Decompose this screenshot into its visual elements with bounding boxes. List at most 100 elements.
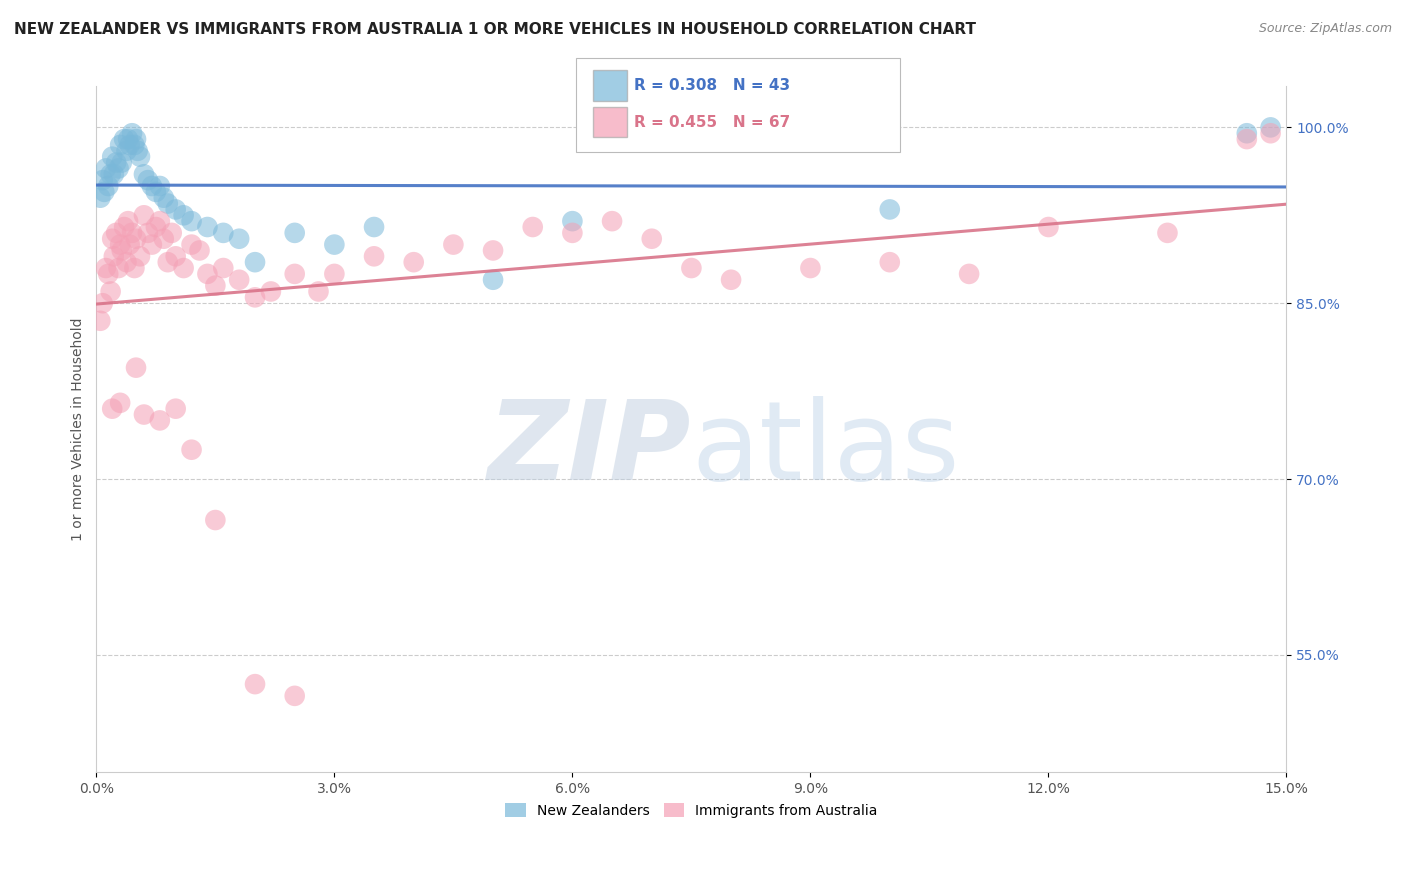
Point xyxy=(124,138,146,153)
Point xyxy=(402,255,425,269)
Point xyxy=(149,214,172,228)
Point xyxy=(124,260,146,275)
Point xyxy=(125,360,148,375)
Point xyxy=(101,150,124,164)
Point xyxy=(118,237,141,252)
Point xyxy=(165,249,187,263)
Point xyxy=(284,689,307,703)
Point xyxy=(1236,132,1258,146)
Legend: New Zealanders, Immigrants from Australia: New Zealanders, Immigrants from Australi… xyxy=(499,797,883,823)
Point xyxy=(117,214,139,228)
Point xyxy=(879,202,901,217)
Point xyxy=(108,396,131,410)
Point xyxy=(132,167,155,181)
Point xyxy=(284,226,307,240)
Point xyxy=(132,208,155,222)
Point xyxy=(93,185,115,199)
Point xyxy=(152,232,174,246)
Point xyxy=(145,219,167,234)
Point xyxy=(121,126,143,140)
Text: R = 0.455   N = 67: R = 0.455 N = 67 xyxy=(634,115,790,129)
Point xyxy=(111,244,134,258)
Point xyxy=(127,144,149,158)
Text: ZIP: ZIP xyxy=(488,396,692,503)
Point xyxy=(141,237,163,252)
Point xyxy=(121,226,143,240)
Point xyxy=(129,150,152,164)
Point xyxy=(363,249,385,263)
Point xyxy=(97,179,120,194)
Point xyxy=(103,167,125,181)
Text: NEW ZEALANDER VS IMMIGRANTS FROM AUSTRALIA 1 OR MORE VEHICLES IN HOUSEHOLD CORRE: NEW ZEALANDER VS IMMIGRANTS FROM AUSTRAL… xyxy=(14,22,976,37)
Point xyxy=(243,677,266,691)
Point xyxy=(152,191,174,205)
Point xyxy=(149,413,172,427)
Point xyxy=(132,408,155,422)
Point xyxy=(1038,219,1060,234)
Point xyxy=(97,267,120,281)
Point xyxy=(89,191,111,205)
Point xyxy=(204,278,226,293)
Point xyxy=(173,208,195,222)
Point xyxy=(136,226,159,240)
Point xyxy=(204,513,226,527)
Point xyxy=(105,155,128,169)
Text: atlas: atlas xyxy=(692,396,960,503)
Point xyxy=(323,237,346,252)
Point xyxy=(100,167,122,181)
Text: R = 0.308   N = 43: R = 0.308 N = 43 xyxy=(634,78,790,93)
Point xyxy=(561,214,583,228)
Point xyxy=(1260,120,1282,135)
Point xyxy=(308,285,330,299)
Text: Source: ZipAtlas.com: Source: ZipAtlas.com xyxy=(1258,22,1392,36)
Point xyxy=(112,132,135,146)
Point xyxy=(112,219,135,234)
Point xyxy=(149,179,172,194)
Point xyxy=(115,255,138,269)
Point xyxy=(107,161,129,176)
Point xyxy=(522,219,544,234)
Point xyxy=(188,244,211,258)
Point xyxy=(89,314,111,328)
Point xyxy=(94,260,117,275)
Point xyxy=(115,144,138,158)
Point xyxy=(243,290,266,304)
Point xyxy=(94,161,117,176)
Point xyxy=(720,273,742,287)
Point xyxy=(173,260,195,275)
Point xyxy=(108,237,131,252)
Point xyxy=(91,296,114,310)
Y-axis label: 1 or more Vehicles in Household: 1 or more Vehicles in Household xyxy=(72,318,86,541)
Point xyxy=(260,285,283,299)
Point xyxy=(125,132,148,146)
Point xyxy=(1156,226,1178,240)
Point xyxy=(180,214,202,228)
Point xyxy=(141,179,163,194)
Point xyxy=(91,173,114,187)
Point xyxy=(561,226,583,240)
Point xyxy=(1260,126,1282,140)
Point xyxy=(363,219,385,234)
Point xyxy=(105,226,128,240)
Point xyxy=(111,155,134,169)
Point xyxy=(284,267,307,281)
Point xyxy=(100,285,122,299)
Point xyxy=(600,214,623,228)
Point xyxy=(107,260,129,275)
Point xyxy=(117,132,139,146)
Point xyxy=(228,273,250,287)
Point xyxy=(145,185,167,199)
Point xyxy=(799,260,821,275)
Point xyxy=(681,260,703,275)
Point xyxy=(180,442,202,457)
Point xyxy=(879,255,901,269)
Point xyxy=(103,249,125,263)
Point xyxy=(136,173,159,187)
Point xyxy=(323,267,346,281)
Point xyxy=(156,255,179,269)
Point xyxy=(243,255,266,269)
Point xyxy=(641,232,664,246)
Point xyxy=(156,196,179,211)
Point xyxy=(1236,126,1258,140)
Point xyxy=(482,244,505,258)
